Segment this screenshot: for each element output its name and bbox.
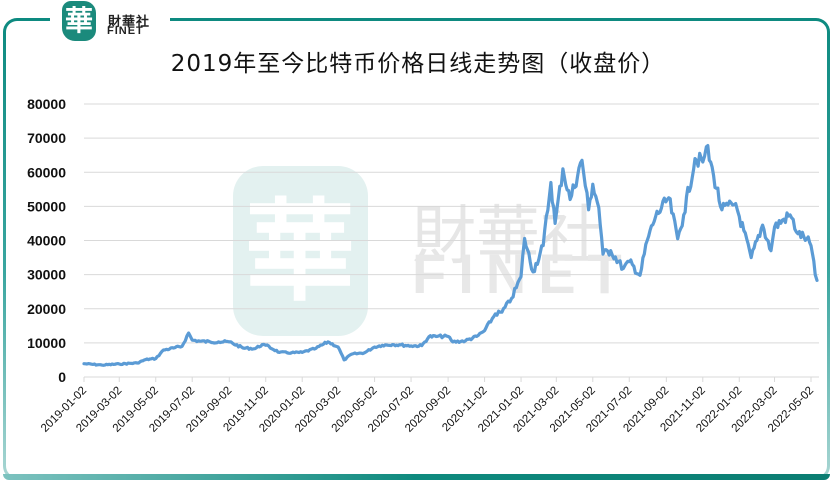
x-axis [83,376,819,382]
y-axis-ticks: 0 10000 20000 30000 40000 50000 60000 70000 8000… [27,96,66,385]
gridlines [84,103,819,344]
y-tick-label: 30000 [27,267,66,283]
brand-name-en: FINET [107,25,144,37]
watermark-glyph: 華 [245,187,355,316]
y-tick-label: 0 [58,369,66,385]
y-tick-label: 70000 [27,130,66,146]
chart-frame-bottom-border [3,474,830,480]
brand-name-cn: 財華社 [108,14,151,29]
chart-frame [3,18,830,480]
y-tick-label: 40000 [27,233,66,249]
watermark: 華 財華社 FINET [233,166,634,336]
watermark-name-en: FINET [412,242,634,305]
watermark-logo-icon [233,166,368,336]
y-tick-label: 20000 [27,301,66,317]
x-axis-ticks: 2019-01-022019-03-022019-05-022019-07-02… [39,385,816,435]
btc-price-line [82,144,819,367]
y-tick-label: 50000 [27,198,66,214]
finet-logo-icon: 華 [62,1,96,41]
y-tick-label: 10000 [27,335,66,351]
chart-title: 2019年至今比特币价格日线走势图（收盘价） [170,51,666,77]
watermark-name-cn: 財華社 [412,200,604,274]
y-tick-label: 80000 [27,96,66,112]
y-tick-label: 60000 [27,164,66,180]
